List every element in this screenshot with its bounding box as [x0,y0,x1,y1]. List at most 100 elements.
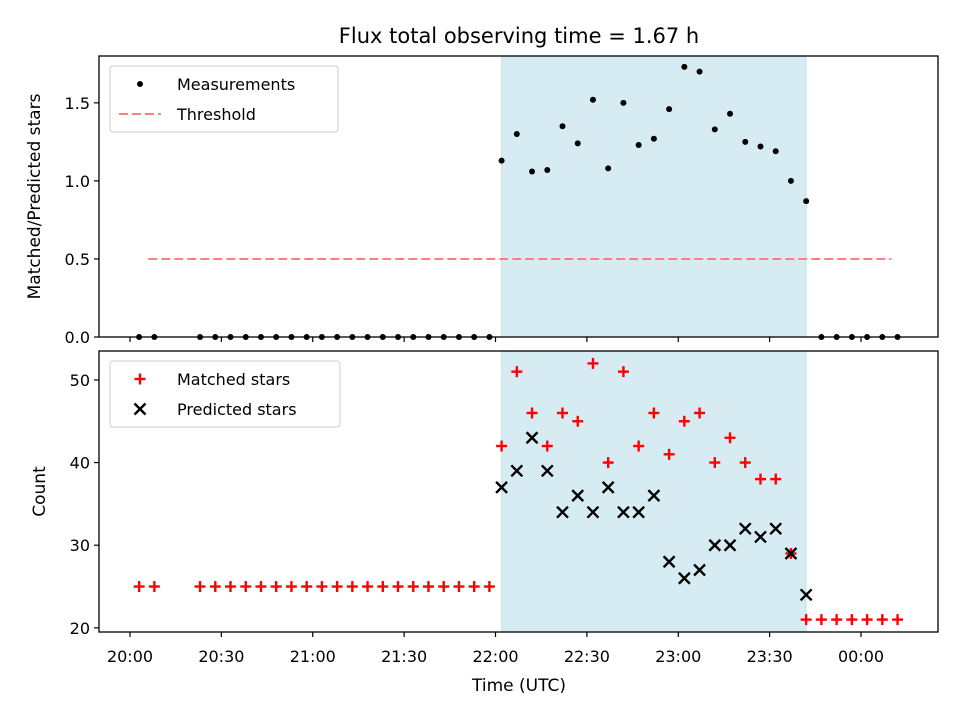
measurement-point [574,140,581,147]
measurement-point [544,166,551,173]
predicted-star-point [647,489,661,502]
matched-star-point [876,614,888,626]
y-tick-label: 1.5 [65,94,90,113]
matched-star-point [225,581,237,593]
y-tick-label: 30 [70,536,90,555]
observing-window-shade [501,55,807,338]
legend-label: Matched stars [177,370,290,389]
matched-star-point [331,581,343,593]
measurement-point [529,168,536,175]
x-tick-label: 21:00 [290,647,336,666]
matched-star-point [240,581,252,593]
matched-star-point [346,581,358,593]
measurement-point [681,63,688,70]
matched-star-point [724,432,736,444]
matched-star-point [133,581,145,593]
matched-star-point [270,581,282,593]
legend-matched-swatch [134,373,146,385]
legend-label: Threshold [176,105,256,124]
legend: Measurements Threshold [109,65,339,133]
legend-box [109,65,339,133]
matched-star-point [255,581,267,593]
predicted-star-point [677,571,691,585]
y-tick-label: 20 [70,619,90,638]
measurement-point [559,123,566,130]
legend-measurement-swatch [137,81,143,87]
predicted-star-point [769,522,783,536]
matched-star-point [316,581,328,593]
matched-star-point [377,581,389,593]
matched-star-point [572,415,584,427]
matched-star-point [633,440,645,452]
matched-star-point [362,581,374,593]
legend-box [109,360,341,428]
plot-frame [98,55,939,338]
matched-star-point [468,581,480,593]
predicted-star-point [510,464,524,478]
matched-star-point [453,581,465,593]
matched-star-point [301,581,313,593]
matched-star-point [511,366,523,378]
matched-star-point [800,614,812,626]
matched-star-point [770,473,782,485]
measurement-point [757,143,764,150]
matched-star-point [694,407,706,419]
matched-star-point [602,457,614,469]
predicted-star-point [540,464,554,478]
measurement-point [711,126,718,133]
legend-label: Predicted stars [177,400,297,419]
matched-star-point [148,581,160,593]
matched-star-point [392,581,404,593]
measurement-point [787,177,794,184]
x-tick-label: 00:00 [838,647,884,666]
y-tick-label: 0.0 [65,328,90,347]
measurement-point [498,157,505,164]
bottom-panel: 20 30 40 50 20:00 20:30 21:00 21:30 22:00 22:30 23… [30,350,939,666]
matched-star-point [557,407,569,419]
matched-star-point [407,581,419,593]
legend: Matched stars Predicted stars [109,360,341,428]
predicted-star-point [556,505,569,519]
y-tick-label: 1.0 [65,172,90,191]
measurement-point [727,110,734,117]
chart-title: Flux total observing time = 1.67 h [339,24,699,48]
predicted-star-point [784,547,798,560]
matched-star-point [422,581,434,593]
matched-star-point [892,614,904,626]
predicted-star-point [693,563,706,577]
measurement-point [513,131,520,138]
matched-star-point [483,581,495,593]
measurement-point [666,106,673,113]
x-tick-label: 22:00 [472,647,518,666]
x-axis-label: Time (UTC) [471,676,566,696]
matched-star-point [831,614,843,626]
x-tick-label: 22:30 [564,647,610,666]
matched-star-point [194,581,206,593]
predicted-star-point [632,505,646,519]
measurement-point [803,198,810,205]
predicted-star-point [495,481,508,494]
matched-star-point [209,581,221,593]
predicted-star-point [586,505,600,519]
matched-star-point [739,457,751,469]
predicted-star-point [525,431,539,445]
matched-star-point [678,415,690,427]
matched-star-point [617,366,629,378]
top-panel: 0.0 0.5 1.0 1.5 Matched/Predicted stars Measu… [25,55,939,347]
predicted-star-point [723,538,737,552]
legend-label: Measurements [177,75,295,94]
y-tick-label: 40 [70,454,90,473]
measurement-point [650,135,657,142]
matched-star-point [526,407,538,419]
matched-star-point [861,614,873,626]
x-tick-label: 21:30 [381,647,427,666]
y-tick-label: 50 [70,371,90,390]
observing-window-shade [501,350,807,633]
measurement-point [696,68,703,75]
x-tick-label: 20:30 [198,647,244,666]
matched-star-point [587,357,599,369]
matched-star-point [846,614,858,626]
x-tick-label: 23:00 [655,647,701,666]
predicted-star-point [662,555,676,569]
